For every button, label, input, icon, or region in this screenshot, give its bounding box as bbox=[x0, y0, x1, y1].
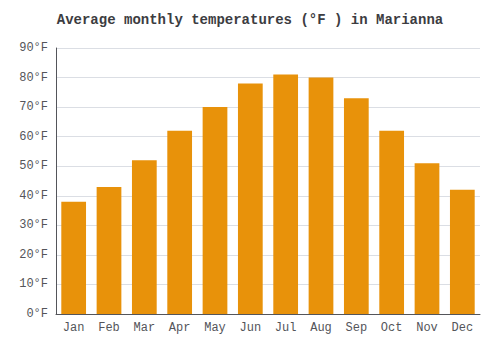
svg-text:90°F: 90°F bbox=[19, 41, 48, 55]
svg-text:Jan: Jan bbox=[63, 321, 85, 335]
svg-text:Average monthly temperatures (: Average monthly temperatures (°F ) in Ma… bbox=[57, 12, 444, 28]
svg-text:May: May bbox=[204, 321, 226, 335]
svg-text:Mar: Mar bbox=[134, 321, 156, 335]
svg-text:0°F: 0°F bbox=[26, 307, 48, 321]
svg-text:Feb: Feb bbox=[98, 321, 120, 335]
svg-text:30°F: 30°F bbox=[19, 218, 48, 232]
svg-text:Jul: Jul bbox=[275, 321, 297, 335]
svg-text:40°F: 40°F bbox=[19, 189, 48, 203]
svg-text:Apr: Apr bbox=[169, 321, 191, 335]
svg-text:Oct: Oct bbox=[381, 321, 403, 335]
svg-text:80°F: 80°F bbox=[19, 71, 48, 85]
svg-text:60°F: 60°F bbox=[19, 130, 48, 144]
svg-text:Dec: Dec bbox=[452, 321, 474, 335]
svg-text:Nov: Nov bbox=[416, 321, 438, 335]
svg-text:Jun: Jun bbox=[240, 321, 262, 335]
svg-text:Aug: Aug bbox=[310, 321, 332, 335]
svg-text:50°F: 50°F bbox=[19, 159, 48, 173]
svg-text:10°F: 10°F bbox=[19, 277, 48, 291]
svg-text:70°F: 70°F bbox=[19, 100, 48, 114]
svg-text:20°F: 20°F bbox=[19, 248, 48, 262]
svg-text:Sep: Sep bbox=[346, 321, 368, 335]
